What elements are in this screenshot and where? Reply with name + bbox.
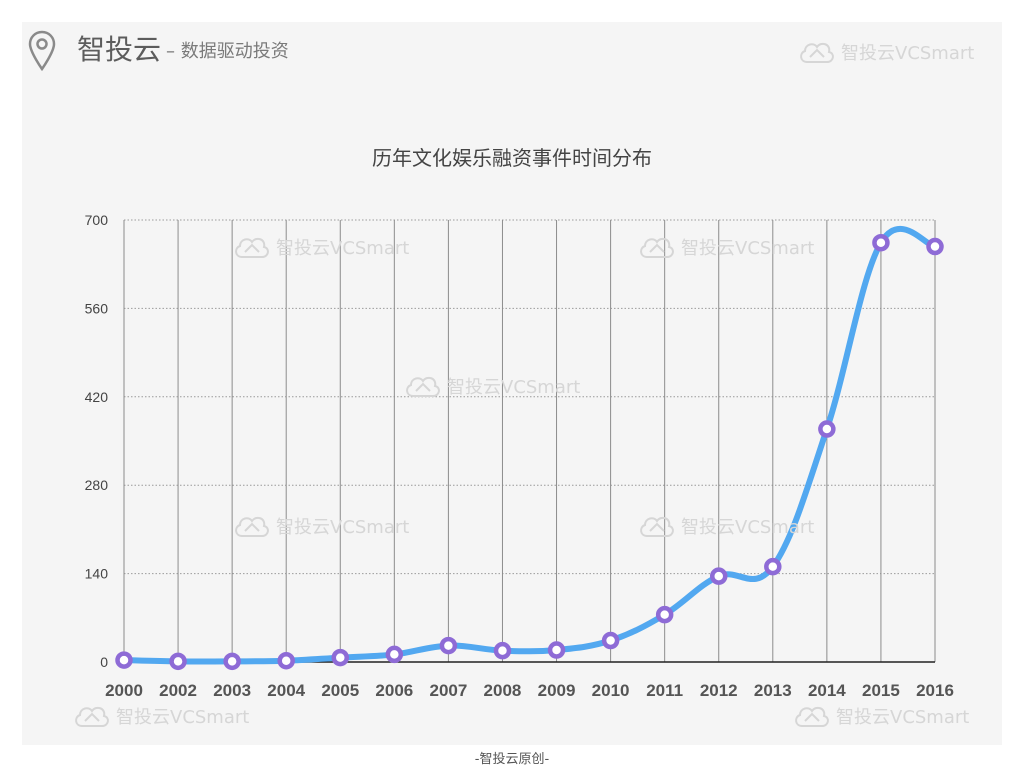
data-point [115,651,133,669]
series-line [121,225,938,665]
data-point [872,233,890,252]
data-point [385,645,404,664]
watermark-text: 智投云VCSmart [681,238,815,259]
data-point [926,237,944,256]
x-tick-label: 2007 [429,681,467,700]
cloud-logo-icon [795,706,829,727]
data-point [655,605,674,624]
y-tick-label: 420 [85,389,109,405]
data-point [277,651,295,670]
x-tick-label: 2003 [213,681,251,700]
x-tick-label: 2008 [484,681,522,700]
footer-credit: -智投云原创- [474,752,550,767]
brand-tagline: – 数据驱动投资 [166,41,289,62]
x-tick-label: 2002 [159,681,197,700]
x-tick-label: 2012 [700,681,738,700]
x-tick-label: 2006 [375,681,413,700]
watermark: 智投云VCSmart [637,512,814,540]
cloud-logo-icon [235,516,269,537]
x-tick-label: 2015 [862,681,900,700]
cloud-logo-icon [640,237,674,258]
x-tick-label: 2005 [321,681,359,700]
watermark: 智投云VCSmart [797,38,974,66]
x-tick-label: 2016 [916,681,954,700]
data-point [223,652,241,671]
watermark-text: 智投云VCSmart [841,43,975,64]
y-tick-label: 560 [85,300,109,316]
data-point [601,631,620,650]
chart-title: 历年文化娱乐融资事件时间分布 [372,146,652,170]
watermark-text: 智投云VCSmart [276,238,410,259]
watermark: 智投云VCSmart [72,702,249,730]
watermark: 智投云VCSmart [792,702,969,730]
watermark-text: 智投云VCSmart [116,707,250,728]
watermark: 智投云VCSmart [637,233,814,261]
y-tick-label: 700 [85,212,109,228]
watermark-text: 智投云VCSmart [447,377,581,398]
cloud-logo-icon [235,237,269,258]
watermark-text: 智投云VCSmart [276,517,410,538]
x-tick-label: 2010 [592,681,630,700]
data-point [764,557,782,576]
data-point [493,641,512,660]
cloud-logo-icon [800,42,834,63]
watermark: 智投云VCSmart [232,233,409,261]
watermark-text: 智投云VCSmart [836,707,970,728]
data-point [439,636,458,655]
location-pin-icon [28,30,56,76]
watermark: 智投云VCSmart [403,372,580,400]
x-tick-label: 2000 [105,681,143,700]
cloud-logo-icon [406,376,440,397]
cloud-logo-icon [640,516,674,537]
brand-name: 智投云 [77,33,162,66]
data-point [169,652,187,671]
data-point [331,648,350,667]
y-tick-label: 140 [85,566,109,582]
watermark-text: 智投云VCSmart [681,517,815,538]
x-tick-label: 2004 [267,681,305,700]
data-point [818,420,836,438]
y-tick-label: 0 [100,654,108,670]
data-point [709,567,728,585]
x-tick-label: 2009 [538,681,576,700]
watermark: 智投云VCSmart [232,512,409,540]
x-tick-label: 2011 [646,681,683,700]
x-tick-label: 2013 [754,681,792,700]
y-tick-label: 280 [85,477,109,493]
data-point [547,641,566,659]
cloud-logo-icon [75,706,109,727]
x-tick-label: 2014 [808,681,846,700]
